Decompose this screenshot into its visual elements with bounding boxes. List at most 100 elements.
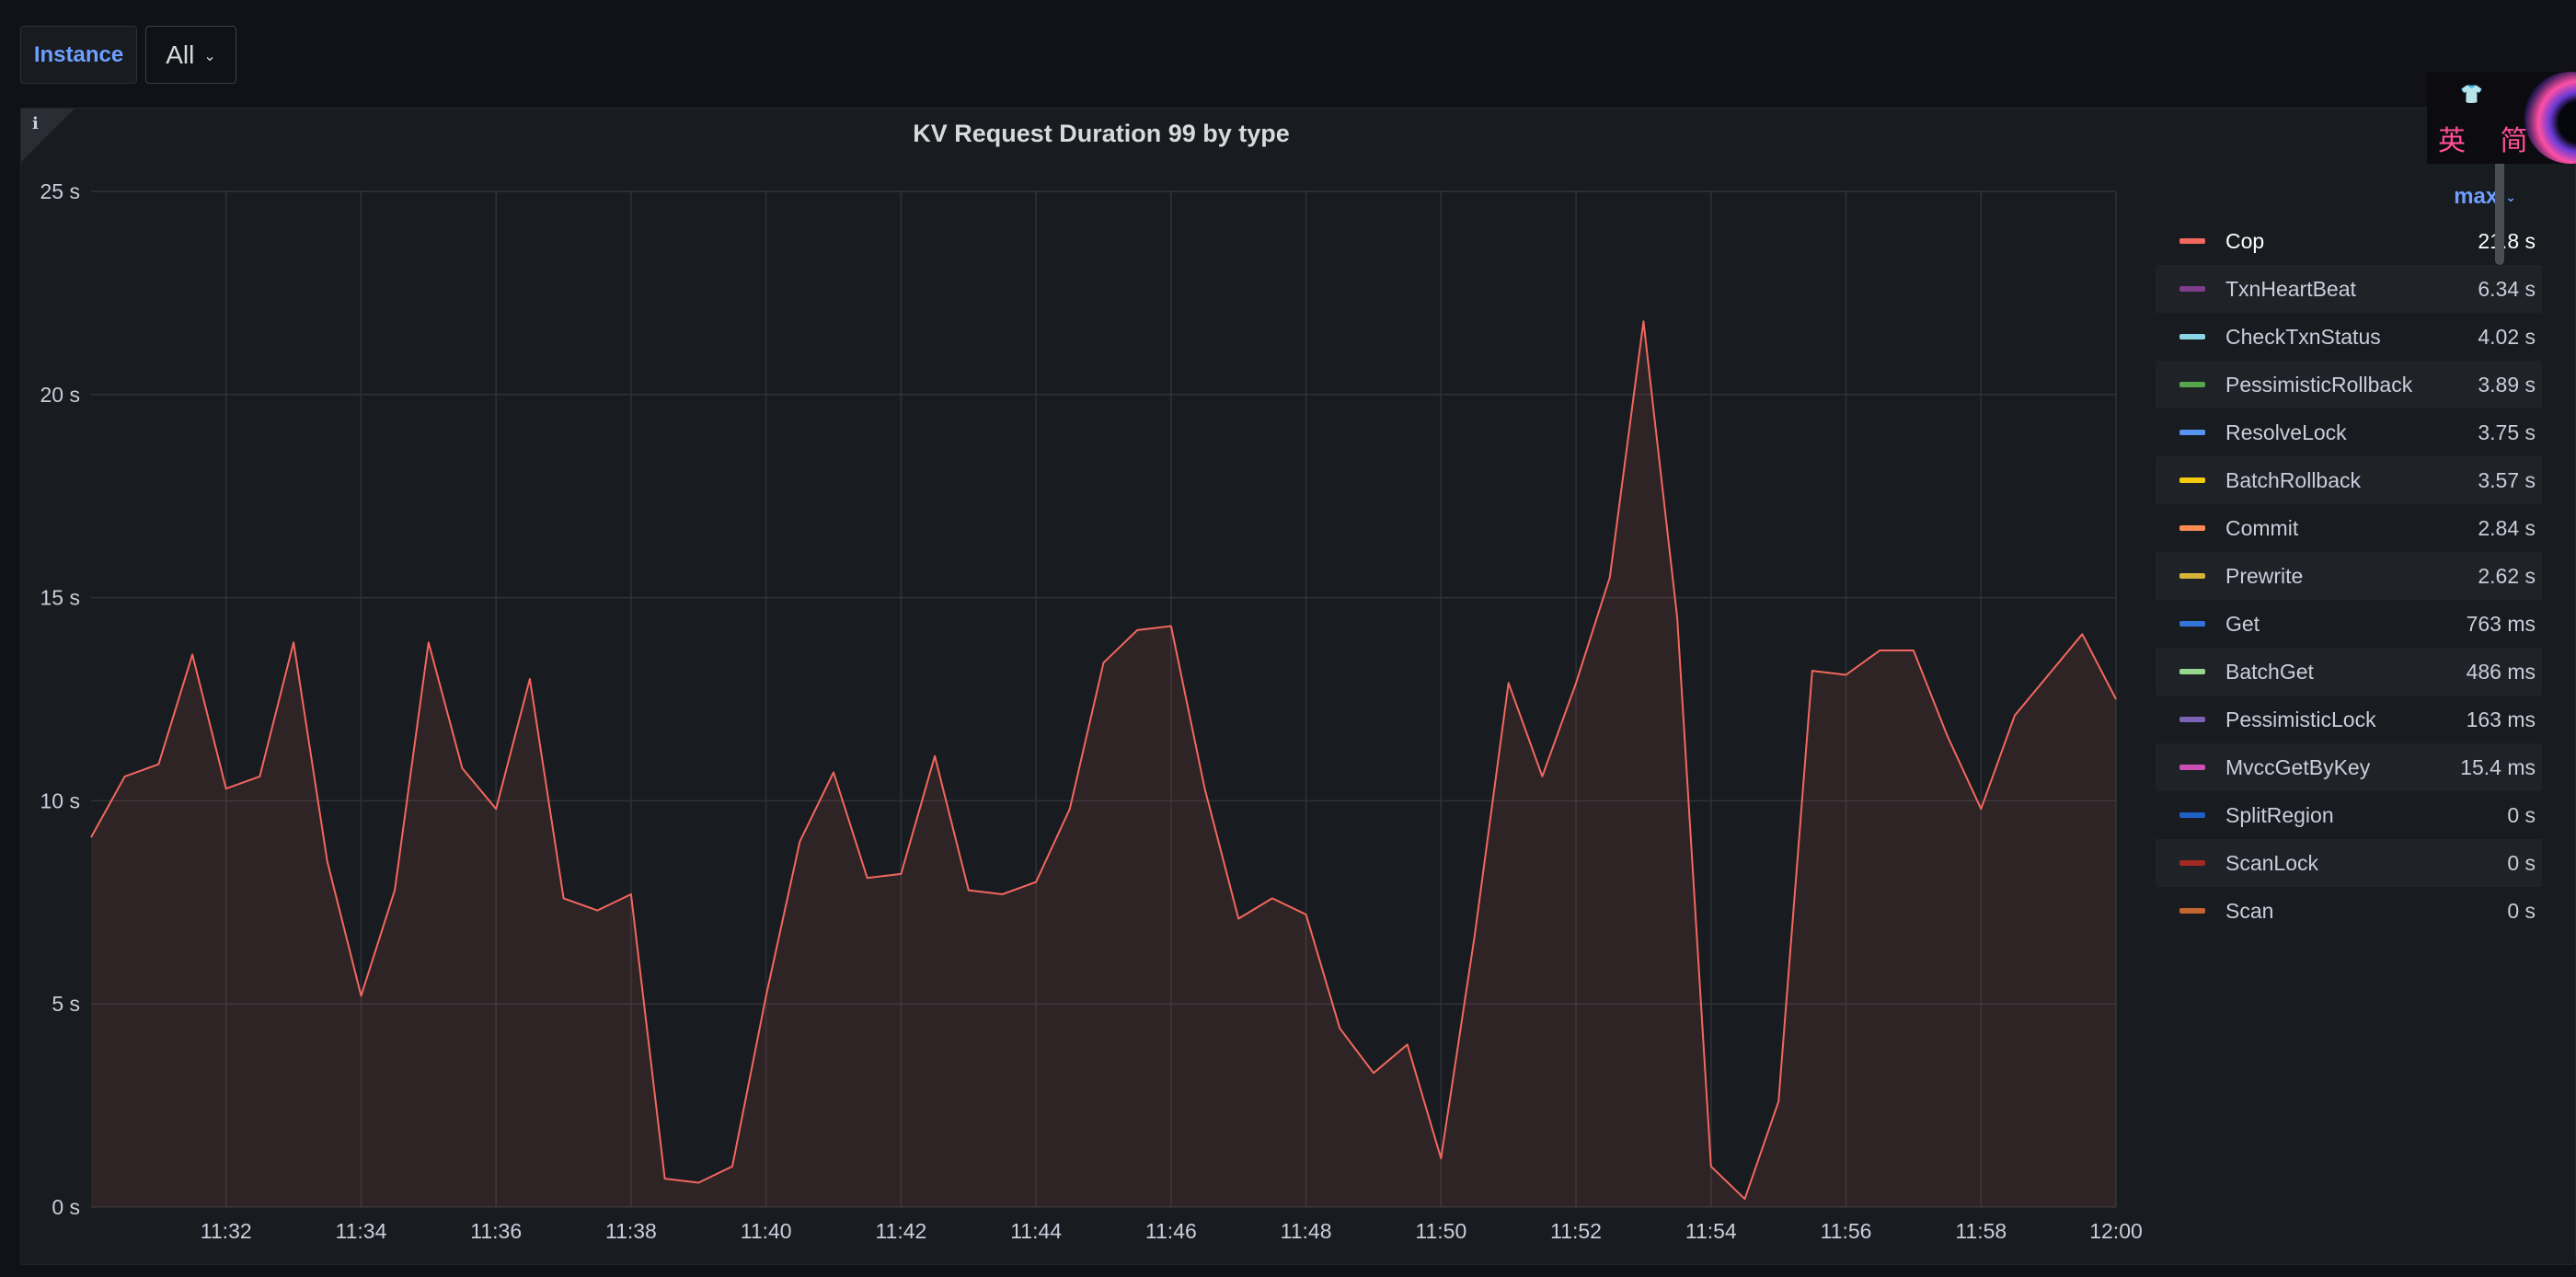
legend-item-value: 2.84 s: [2478, 515, 2536, 540]
x-tick-label: 11:48: [1281, 1219, 1332, 1243]
panel-title[interactable]: KV Request Duration 99 by type: [913, 120, 1290, 147]
info-icon[interactable]: i: [32, 114, 39, 133]
legend-item-commit[interactable]: Commit 2.84 s: [2156, 504, 2542, 552]
legend-item-txnheartbeat[interactable]: TxnHeartBeat 6.34 s: [2156, 265, 2542, 313]
legend-item-pessimisticrollback[interactable]: PessimisticRollback 3.89 s: [2156, 361, 2542, 408]
legend-item-name: PessimisticRollback: [2225, 372, 2413, 397]
x-tick-label: 11:56: [1821, 1219, 1872, 1243]
x-tick-label: 11:44: [1010, 1219, 1062, 1243]
legend-item-name: PessimisticLock: [2225, 707, 2376, 731]
legend-item-name: SplitRegion: [2225, 802, 2334, 827]
x-tick-label: 11:32: [201, 1219, 252, 1243]
legend-sort-label: max: [2454, 184, 2499, 209]
y-tick-label: 10 s: [40, 788, 80, 812]
legend-item-batchrollback[interactable]: BatchRollback 3.57 s: [2156, 456, 2542, 504]
legend-item-value: 2.62 s: [2478, 563, 2536, 588]
corner-logo: 👕 英 简: [2427, 72, 2576, 164]
legend-item-name: Cop: [2225, 228, 2265, 253]
legend-swatch: [2179, 669, 2205, 674]
legend-item-name: TxnHeartBeat: [2225, 276, 2356, 301]
legend-item-value: 486 ms: [2466, 659, 2536, 684]
series-area-cop: [91, 321, 2116, 1207]
legend-item-value: 4.02 s: [2478, 324, 2536, 349]
x-tick-label: 11:36: [470, 1219, 522, 1243]
legend-item-mvccgetbykey[interactable]: MvccGetByKey 15.4 ms: [2156, 743, 2542, 791]
legend-item-value: 3.89 s: [2478, 372, 2536, 397]
legend-item-batchget[interactable]: BatchGet 486 ms: [2156, 648, 2542, 696]
legend-sort-max[interactable]: max ⌄: [2454, 184, 2516, 210]
time-series-chart[interactable]: 0 s 5 s 10 s 15 s 20 s 25 s 11:32 11:34 11:36 11:…: [21, 109, 2156, 1266]
legend-item-checktxnstatus[interactable]: CheckTxnStatus 4.02 s: [2156, 313, 2542, 361]
x-tick-label: 11:42: [875, 1219, 926, 1243]
legend-item-scan[interactable]: Scan 0 s: [2156, 887, 2542, 935]
legend-item-value: 0 s: [2507, 802, 2536, 827]
instance-variable-label: Instance: [20, 26, 137, 84]
legend-item-value: 3.57 s: [2478, 467, 2536, 492]
x-tick-label: 11:38: [605, 1219, 657, 1243]
y-tick-label: 0 s: [52, 1195, 80, 1219]
legend-item-value: 6.34 s: [2478, 276, 2536, 301]
legend-item-splitregion[interactable]: SplitRegion 0 s: [2156, 791, 2542, 839]
x-tick-label: 11:34: [336, 1219, 387, 1243]
legend-item-name: Get: [2225, 611, 2260, 636]
legend-swatch: [2179, 334, 2205, 339]
legend-item-value: 0 s: [2507, 850, 2536, 875]
legend-item-scanlock[interactable]: ScanLock 0 s: [2156, 839, 2542, 887]
legend-swatch: [2179, 860, 2205, 866]
x-tick-label: 11:40: [741, 1219, 792, 1243]
legend: max ⌄ Cop 21.8 s TxnHeartBeat 6.34 s CheckTx…: [2156, 184, 2542, 1058]
y-tick-label: 20 s: [40, 383, 80, 407]
legend-item-name: MvccGetByKey: [2225, 754, 2371, 779]
legend-item-value: 163 ms: [2466, 707, 2536, 731]
legend-list: Cop 21.8 s TxnHeartBeat 6.34 s CheckTxnStatu…: [2156, 217, 2542, 935]
x-tick-label: 11:52: [1550, 1219, 1602, 1243]
x-tick-label: 11:54: [1685, 1219, 1737, 1243]
legend-item-cop[interactable]: Cop 21.8 s: [2156, 217, 2542, 265]
panel-info-corner[interactable]: [21, 109, 75, 162]
legend-item-name: BatchRollback: [2225, 467, 2362, 492]
legend-swatch: [2179, 621, 2205, 627]
legend-item-name: Prewrite: [2225, 563, 2304, 588]
x-tick-label: 11:46: [1145, 1219, 1197, 1243]
legend-item-value: 15.4 ms: [2460, 754, 2536, 779]
legend-item-name: ScanLock: [2225, 850, 2319, 875]
legend-swatch: [2179, 238, 2205, 244]
chevron-down-icon: ⌄: [203, 48, 216, 64]
legend-swatch: [2179, 765, 2205, 770]
legend-swatch: [2179, 812, 2205, 818]
legend-swatch: [2179, 286, 2205, 292]
legend-swatch: [2179, 908, 2205, 914]
legend-swatch: [2179, 573, 2205, 579]
legend-swatch: [2179, 717, 2205, 722]
x-tick-label: 12:00: [2089, 1219, 2143, 1243]
series-line-cop: [90, 320, 2117, 1201]
legend-item-value: 0 s: [2507, 898, 2536, 923]
legend-item-value: 3.75 s: [2478, 420, 2536, 444]
legend-item-get[interactable]: Get 763 ms: [2156, 600, 2542, 648]
legend-swatch: [2179, 525, 2205, 531]
legend-item-value: 21.8 s: [2478, 228, 2536, 253]
legend-item-name: BatchGet: [2225, 659, 2314, 684]
legend-swatch: [2179, 477, 2205, 483]
legend-item-prewrite[interactable]: Prewrite 2.62 s: [2156, 552, 2542, 600]
legend-item-name: Commit: [2225, 515, 2299, 540]
legend-scrollbar[interactable]: [2495, 81, 2504, 265]
variables-bar: Instance All ⌄: [0, 0, 2576, 101]
y-tick-label: 25 s: [40, 179, 80, 203]
instance-variable-select[interactable]: All ⌄: [145, 26, 236, 84]
y-tick-label: 5 s: [52, 992, 80, 1016]
instance-variable-value: All: [166, 40, 195, 69]
legend-item-name: CheckTxnStatus: [2225, 324, 2381, 349]
logo-text: 英 简: [2438, 125, 2541, 157]
legend-swatch: [2179, 382, 2205, 387]
legend-item-resolvelock[interactable]: ResolveLock 3.75 s: [2156, 408, 2542, 456]
shirt-icon: 👕: [2460, 85, 2483, 105]
legend-item-value: 763 ms: [2466, 611, 2536, 636]
x-tick-label: 11:58: [1955, 1219, 2007, 1243]
graph-panel: i KV Request Duration 99 by type 0 s 5 s 1…: [20, 108, 2576, 1265]
legend-item-name: Scan: [2225, 898, 2274, 923]
legend-item-pessimisticlock[interactable]: PessimisticLock 163 ms: [2156, 696, 2542, 743]
legend-item-name: ResolveLock: [2225, 420, 2347, 444]
legend-swatch: [2179, 430, 2205, 435]
x-tick-label: 11:50: [1415, 1219, 1466, 1243]
